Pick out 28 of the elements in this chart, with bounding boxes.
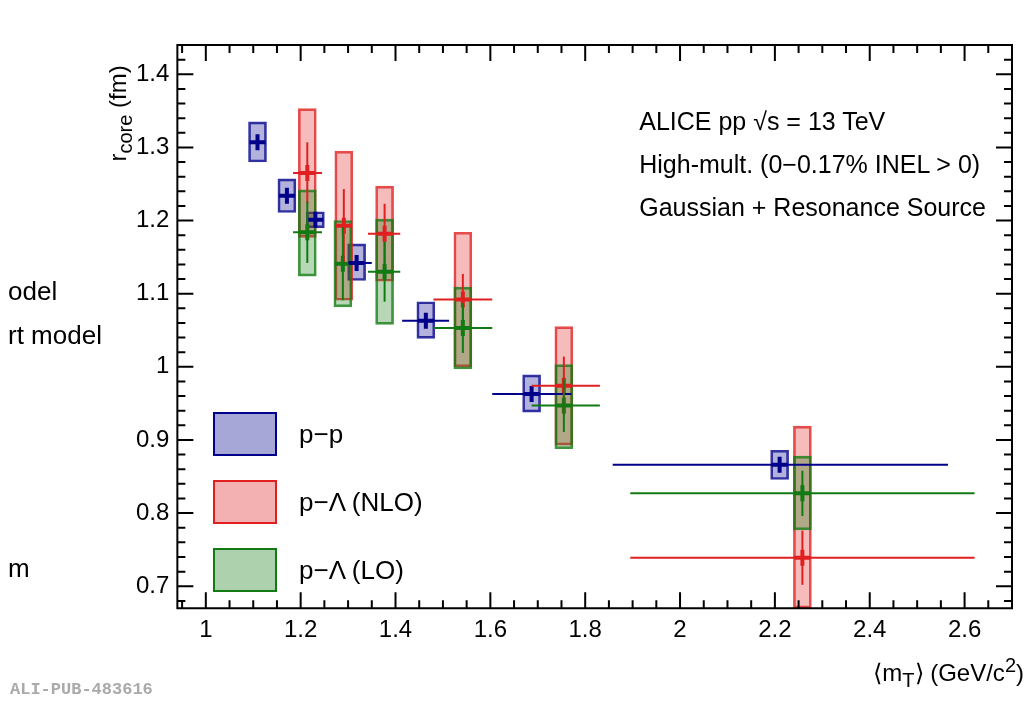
x-tick-label: 1.4 — [378, 615, 413, 643]
x-axis-title: ⟨m$_{T}$⟩ (GeV/c$^{2}$) — [873, 654, 1024, 692]
text: m — [8, 553, 30, 584]
x-tick-label: 1.8 — [568, 615, 602, 643]
text: ALI-PUB-483616 — [10, 680, 153, 699]
legend-label: p−Λ (NLO) — [299, 486, 423, 518]
text: odel — [8, 276, 58, 307]
legend-label: p−p — [299, 418, 344, 450]
y-tick-label: 1.4 — [135, 58, 170, 86]
y-tick-label: 1 — [156, 351, 170, 379]
x-tick-label: 1.6 — [473, 615, 508, 643]
annotation: ALICE pp √s = 13 TeV — [639, 106, 887, 137]
x-tick-label: 2.6 — [947, 615, 982, 643]
y-tick-label: 0.8 — [135, 497, 170, 525]
y-tick-label: 0.9 — [135, 424, 170, 452]
annotation: Gaussian + Resonance Source — [639, 192, 986, 223]
y-tick-label: 1.3 — [135, 132, 170, 160]
annotation: High-mult. (0−0.17% INEL > 0) — [639, 149, 982, 180]
legend-label: p−Λ (LO) — [299, 554, 404, 586]
y-tick-label: 0.7 — [135, 570, 170, 598]
x-tick-label: 2 — [673, 615, 687, 643]
x-tick-label: 1 — [199, 615, 213, 643]
x-tick-label: 2.4 — [853, 615, 887, 643]
x-tick-label: 1.2 — [283, 615, 318, 643]
x-tick-label: 2.2 — [758, 615, 792, 643]
y-tick-label: 1.1 — [135, 278, 170, 306]
text: rt model — [8, 320, 102, 351]
y-tick-label: 1.2 — [135, 205, 170, 233]
